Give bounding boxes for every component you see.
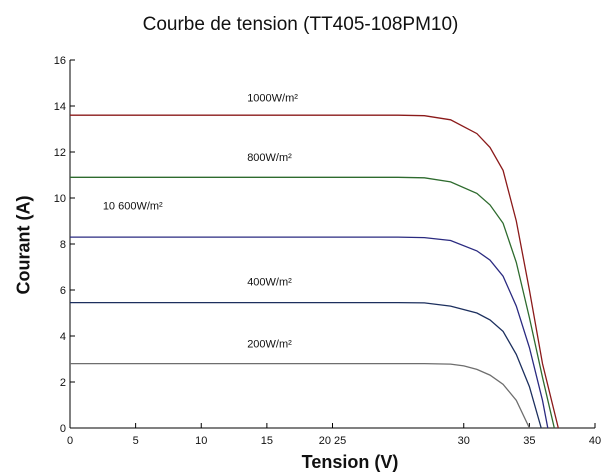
y-tick-label: 8 (60, 239, 66, 251)
series-annotation: 1000W/m² (247, 92, 298, 104)
x-tick-label: 40 (589, 435, 601, 447)
y-tick-label: 16 (54, 55, 66, 67)
y-tick-label: 12 (54, 147, 66, 159)
series-annotation: 10 600W/m² (103, 201, 163, 213)
y-tick-label: 2 (60, 377, 66, 389)
series-line (70, 362, 530, 429)
series-line (70, 114, 559, 429)
x-tick-label: 0 (67, 435, 73, 447)
x-tick-label: 15 (261, 435, 273, 447)
chart-title: Courbe de tension (TT405-108PM10) (142, 14, 459, 35)
series-line (70, 301, 542, 429)
y-tick-label: 4 (60, 331, 66, 343)
series-line (70, 236, 549, 429)
x-tick-label: 5 (133, 435, 139, 447)
y-tick-label: 10 (54, 193, 66, 205)
series-annotation: 400W/m² (247, 276, 292, 288)
y-tick-label: 6 (60, 285, 66, 297)
x-tick-label: 10 (195, 435, 207, 447)
x-tick-label: 30 (458, 435, 470, 447)
x-tick-label: 20 25 (319, 435, 347, 447)
x-axis-label: Tension (V) (301, 452, 399, 472)
series-annotation: 200W/m² (247, 339, 292, 351)
y-tick-label: 0 (60, 423, 66, 435)
x-tick-label: 35 (523, 435, 535, 447)
series-annotation: 800W/m² (247, 152, 292, 164)
y-tick-label: 14 (54, 101, 66, 113)
series-line (70, 176, 555, 429)
